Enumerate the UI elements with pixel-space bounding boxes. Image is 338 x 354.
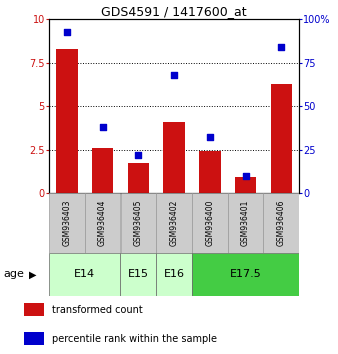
- Point: [171, 72, 177, 78]
- Text: ▶: ▶: [29, 269, 36, 279]
- Text: GSM936402: GSM936402: [170, 200, 178, 246]
- Title: GDS4591 / 1417600_at: GDS4591 / 1417600_at: [101, 5, 247, 18]
- Text: E14: E14: [74, 269, 95, 279]
- Bar: [24, 332, 44, 345]
- Point: [64, 29, 70, 34]
- Bar: [199, 151, 220, 193]
- Text: age: age: [3, 269, 24, 279]
- Text: percentile rank within the sample: percentile rank within the sample: [52, 334, 217, 344]
- Text: GSM936400: GSM936400: [205, 200, 214, 246]
- Text: E17.5: E17.5: [230, 269, 261, 279]
- Bar: [24, 303, 44, 316]
- Bar: [163, 122, 185, 193]
- Text: GSM936404: GSM936404: [98, 200, 107, 246]
- FancyBboxPatch shape: [121, 193, 156, 253]
- Text: E15: E15: [128, 269, 149, 279]
- Text: GSM936406: GSM936406: [277, 200, 286, 246]
- FancyBboxPatch shape: [192, 253, 299, 296]
- FancyBboxPatch shape: [85, 193, 120, 253]
- Bar: [128, 164, 149, 193]
- Point: [100, 124, 105, 130]
- Text: GSM936403: GSM936403: [63, 200, 71, 246]
- FancyBboxPatch shape: [263, 193, 299, 253]
- Bar: [92, 148, 113, 193]
- Bar: [235, 177, 256, 193]
- FancyBboxPatch shape: [49, 193, 85, 253]
- FancyBboxPatch shape: [228, 193, 263, 253]
- Point: [207, 135, 213, 140]
- Text: GSM936401: GSM936401: [241, 200, 250, 246]
- Point: [136, 152, 141, 158]
- FancyBboxPatch shape: [156, 253, 192, 296]
- FancyBboxPatch shape: [156, 193, 192, 253]
- Point: [243, 173, 248, 178]
- FancyBboxPatch shape: [192, 193, 227, 253]
- Bar: [270, 84, 292, 193]
- Text: GSM936405: GSM936405: [134, 200, 143, 246]
- Bar: [56, 49, 78, 193]
- Text: E16: E16: [164, 269, 185, 279]
- Text: transformed count: transformed count: [52, 304, 143, 315]
- FancyBboxPatch shape: [120, 253, 156, 296]
- Point: [279, 44, 284, 50]
- FancyBboxPatch shape: [49, 253, 120, 296]
